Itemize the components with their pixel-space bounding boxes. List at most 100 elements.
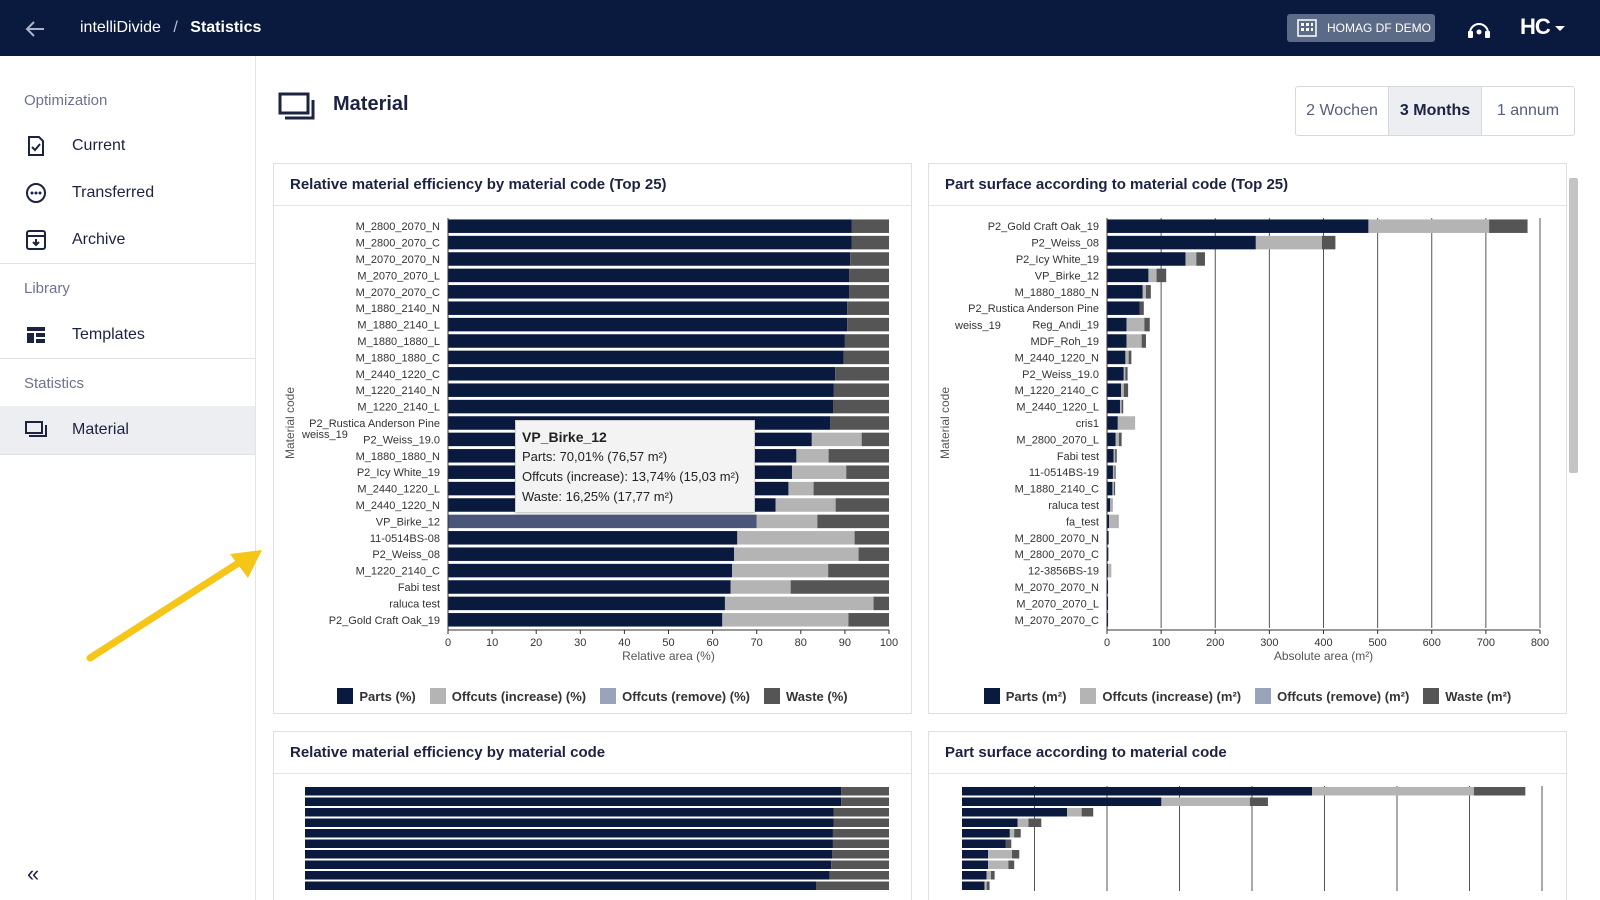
legend-label: Offcuts (increase) (%) [451,688,587,704]
bar-segment [1312,787,1474,796]
legend-item-offcuts-remove[interactable]: Offcuts (remove) (%) [600,688,750,704]
dots-circle-icon [24,181,48,205]
tooltip-waste: Waste: 16,25% (17,77 m²) [522,489,674,504]
bar-segment [448,350,844,365]
bar-segment [448,219,852,233]
legend-item-offcuts-increase[interactable]: Offcuts (increase) (m²) [1080,688,1241,704]
bar-segment [732,563,829,578]
bar-segment [1110,498,1112,512]
bar-segment [1117,416,1136,430]
tenant-label: HOMAG DF DEMO [1327,21,1431,35]
legend-item-waste[interactable]: Waste (%) [763,688,848,704]
x-tick-label: 80 [795,637,807,649]
sidebar-item-archive[interactable]: Archive [0,216,255,264]
legend-item-waste[interactable]: Waste (m²) [1423,688,1511,704]
bar-segment [1145,285,1151,299]
bar-segment [1196,252,1205,266]
tooltip-parts: Parts: 70,01% (76,57 m²) [522,449,668,464]
card-divider [929,773,1566,774]
bar-segment [1125,350,1129,365]
legend-item-offcuts-remove[interactable]: Offcuts (remove) (m²) [1255,688,1409,704]
x-tick-label: 0 [1104,637,1110,649]
chevron-down-icon[interactable] [1555,26,1565,31]
bar-segment [1121,399,1124,414]
side-label: weiss_19 [954,320,1001,332]
bar-segment [835,498,889,512]
bar-segment [1107,252,1186,266]
bar-segment [962,808,1068,817]
bar-segment [832,839,889,848]
bar-segment [730,580,791,594]
bar-segment [962,829,1010,838]
category-label: Fabi test [398,582,440,594]
range-3-months[interactable]: 3 Months [1389,87,1482,135]
bar-segment [305,818,834,827]
sidebar-item-label: Templates [72,326,145,343]
tenant-button[interactable]: HOMAG DF DEMO [1287,14,1435,42]
bar-segment [1009,829,1015,838]
sidebar-item-transferred[interactable]: Transferred [0,169,255,217]
support-icon[interactable] [1467,18,1491,40]
range-2-weeks[interactable]: 2 Wochen [1296,87,1389,135]
chart-card-absolute-top25: Part surface according to material code … [928,163,1567,714]
category-label: M_2440_1220_N [356,500,440,512]
bar-segment [835,367,889,381]
legend-item-parts[interactable]: Parts (m²) [983,688,1066,704]
bar-segment [962,818,1018,827]
bar-segment [1028,818,1042,827]
legend-label: Offcuts (remove) (m²) [1277,688,1410,704]
bar-segment [1123,367,1126,381]
category-label: Fabi test [1057,451,1099,463]
category-label: M_2440_1220_L [1016,402,1099,414]
legend-swatch [1080,688,1097,704]
scrollbar-thumb[interactable] [1569,178,1578,473]
category-label: VP_Birke_12 [1035,270,1099,282]
sidebar-item-material[interactable]: Material [0,406,255,454]
brand-logo[interactable]: HC [1520,14,1551,39]
bar-segment [847,317,889,332]
part-surface-chart: P2_Gold Craft Oak_19 P2_Weiss_08 P2_Icy Wh… [938,218,1549,663]
bar-segment [1107,399,1120,414]
section-title-statistics: Statistics [24,375,85,392]
sidebar-item-templates[interactable]: Templates [0,311,255,359]
collapse-sidebar-button[interactable]: « [27,861,40,886]
bar-segment [1107,580,1109,594]
x-axis-label: Absolute area (m²) [1274,649,1373,663]
bar-segment [1114,481,1116,496]
bar-segment [854,531,889,545]
bar-segment [1249,797,1268,806]
bar-segment [448,613,723,627]
tooltip-offcuts: Offcuts (increase): 13,74% (15,03 m²) [522,469,740,484]
bar-segment [1112,465,1115,479]
bar-segment [1141,334,1146,348]
sidebar-item-current[interactable]: Current [0,122,255,170]
category-label: M_2070_2070_L [1016,598,1099,610]
bar-segment [305,871,830,880]
chart-legend: Parts (m²) Offcuts (increase) (m²) Offcu… [929,688,1566,704]
bar-segment [448,252,851,266]
category-label: M_2070_2070_L [357,270,440,282]
breadcrumb-app[interactable]: intelliDivide [80,19,161,36]
category-label: M_1880_1880_N [356,451,440,463]
bar-segment [1368,219,1490,233]
bar-segment [1118,432,1122,447]
range-1-annum[interactable]: 1 annum [1496,102,1560,119]
bar-segment [722,613,849,627]
annotation-arrow-icon [86,550,262,662]
breadcrumb-current: Statistics [190,19,262,36]
legend-label: Offcuts (increase) (m²) [1102,688,1242,704]
back-arrow-icon[interactable] [24,18,46,40]
legend-item-offcuts-increase[interactable]: Offcuts (increase) (%) [429,688,587,704]
bar-segment [1008,860,1015,869]
bar-segment [1161,797,1250,806]
bar-segment [1111,498,1113,512]
category-label: P2_Weiss_19.0 [1022,369,1099,381]
bar-segment [756,514,818,529]
bar-segment [833,818,889,827]
bar-segment [841,797,889,806]
bar-segment [830,416,889,430]
x-tick-label: 100 [1152,637,1170,649]
bar-segment [305,881,816,890]
bar-segment [1109,514,1118,529]
legend-item-parts[interactable]: Parts (%) [337,688,416,704]
